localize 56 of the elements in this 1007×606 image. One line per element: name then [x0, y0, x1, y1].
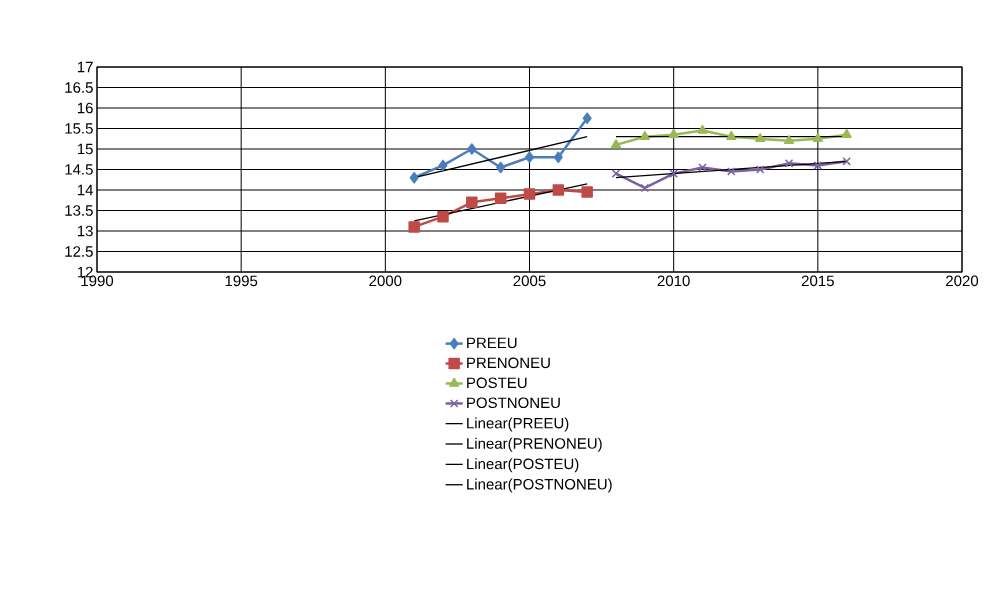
legend-label: POSTNONEU [467, 397, 560, 409]
y-tick-label: 16.5 [65, 82, 93, 93]
legend-label: Linear(POSTEU) [467, 458, 579, 473]
point [437, 210, 449, 223]
point [639, 130, 650, 140]
x-tick-label: 2020 [946, 275, 979, 287]
y-tick-label: 14.5 [65, 164, 93, 175]
legend-label: PRENONEU [467, 357, 550, 369]
point [525, 151, 534, 163]
x-tick-label: 2000 [369, 275, 402, 287]
point [494, 192, 507, 204]
point [755, 133, 766, 143]
point [553, 151, 563, 163]
point [409, 171, 419, 184]
y-tick-label: 15 [77, 143, 93, 155]
point [697, 124, 708, 134]
point [523, 188, 536, 200]
point [755, 165, 765, 174]
point [496, 161, 506, 174]
y-tick-label: 16 [77, 102, 93, 114]
point [726, 130, 737, 140]
legend-label: PREEU [467, 337, 517, 349]
point [467, 143, 477, 155]
point [466, 196, 478, 209]
point [669, 169, 678, 178]
x-tick-label: 2010 [657, 275, 690, 287]
y-tick-label: 13 [77, 225, 93, 237]
legend-label: Linear(PREEU) [467, 417, 569, 432]
legend-label: Linear(PRENONEU) [467, 437, 602, 452]
point [610, 139, 622, 149]
point [812, 133, 823, 143]
point [784, 159, 794, 168]
y-tick-label: 14 [77, 184, 94, 196]
x-tick-label: 1995 [225, 275, 258, 287]
point [438, 159, 448, 172]
legend-label: POSTEU [467, 377, 527, 389]
point [582, 112, 592, 125]
point [611, 169, 621, 178]
point [813, 161, 823, 170]
point [783, 135, 795, 145]
point [842, 157, 851, 166]
point [640, 183, 650, 193]
point [727, 167, 736, 176]
y-tick-label: 15.5 [65, 123, 93, 134]
legend-label: Linear(POSTNONEU) [467, 478, 612, 493]
y-tick-label: 17 [77, 61, 93, 73]
point [668, 128, 679, 138]
y-tick-label: 12.5 [65, 246, 93, 257]
point [408, 221, 420, 233]
point [841, 128, 852, 138]
point [552, 184, 565, 196]
y-tick-label: 13.5 [65, 205, 93, 216]
x-tick-label: 2005 [513, 275, 546, 287]
point [581, 186, 593, 198]
point [698, 163, 707, 172]
x-tick-label: 2015 [801, 275, 834, 287]
